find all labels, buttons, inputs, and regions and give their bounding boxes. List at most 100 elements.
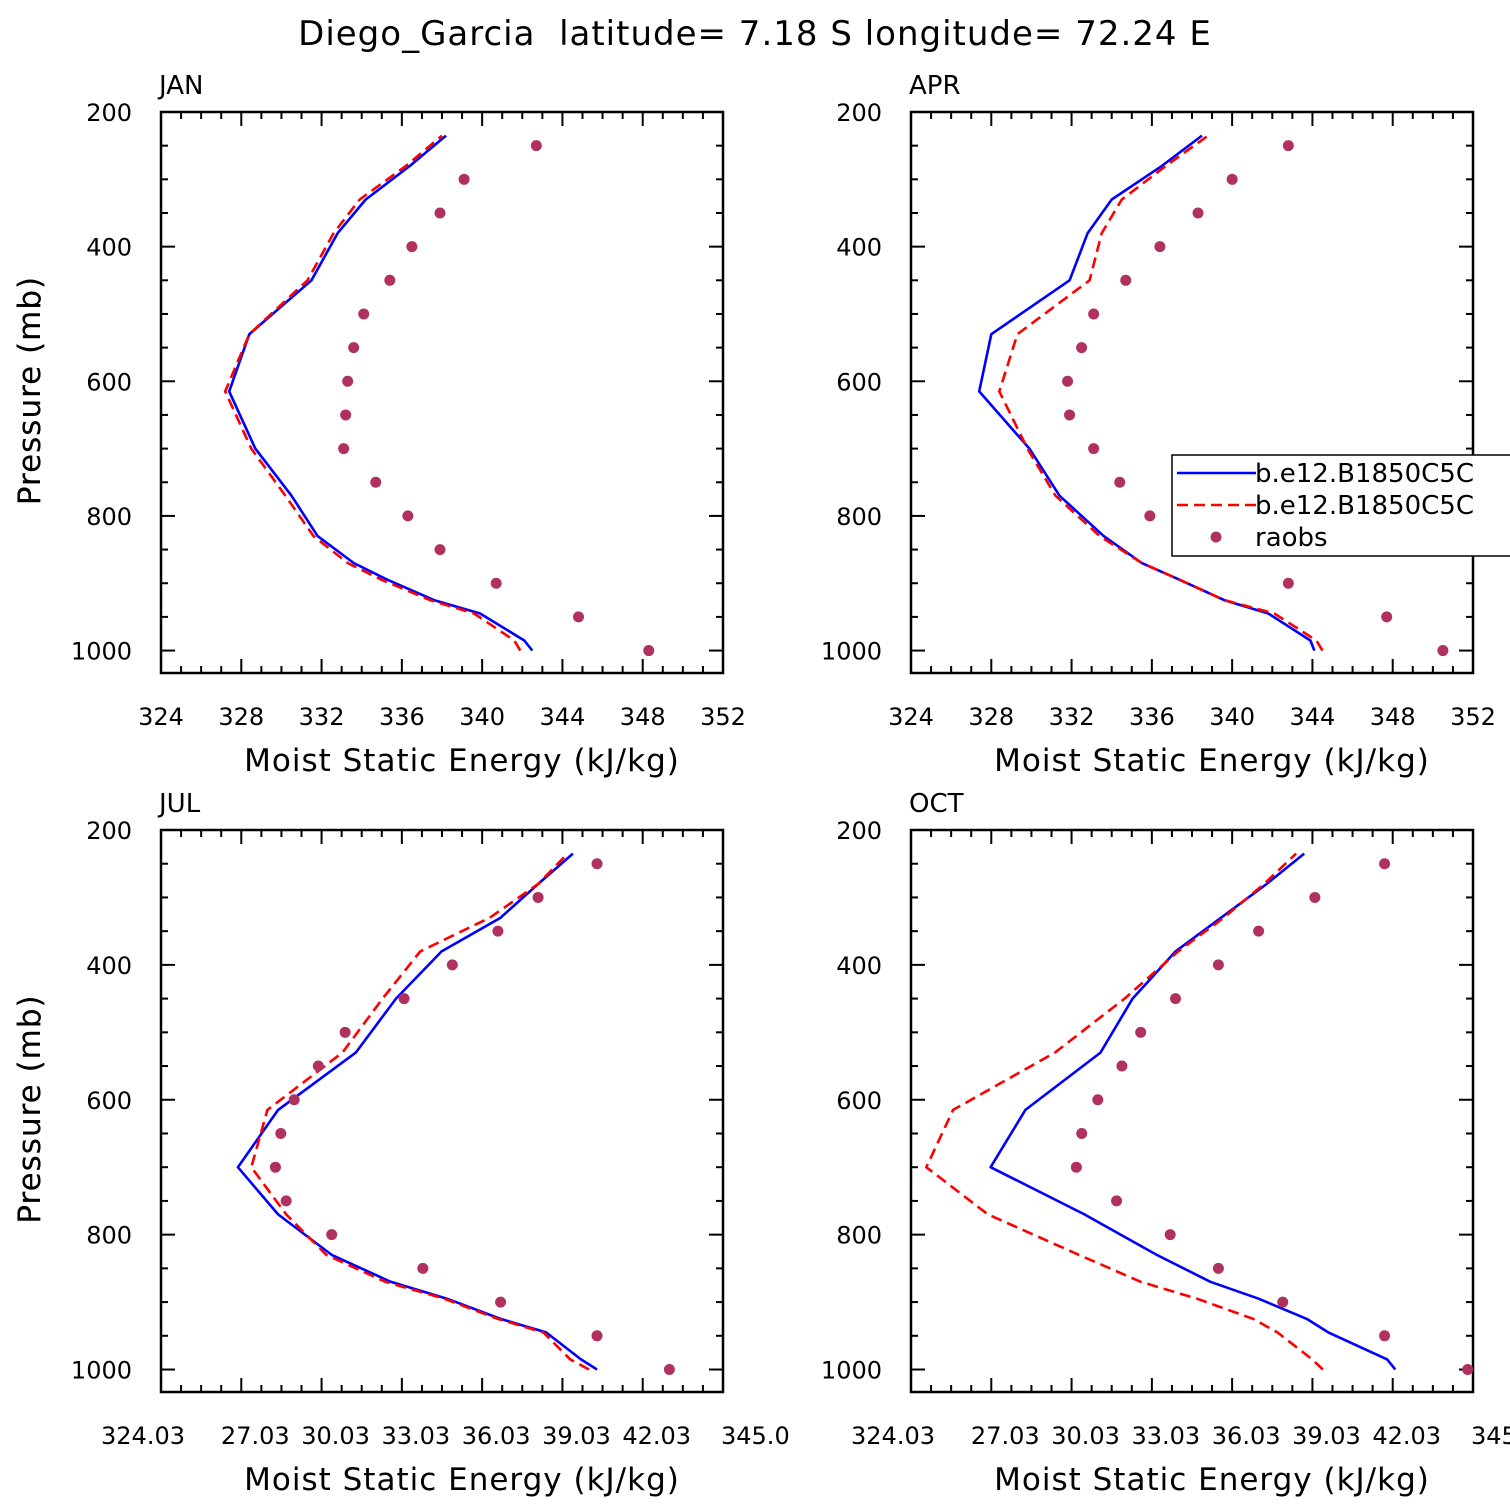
raobs-point	[1379, 858, 1391, 870]
panel-title: APR	[909, 71, 961, 101]
x-tick-label: 27.03	[221, 1422, 290, 1450]
x-tick-label: 42.03	[622, 1422, 691, 1450]
raobs-point	[339, 1026, 351, 1038]
x-tick-label: 42.03	[1372, 1422, 1441, 1450]
y-tick-label: 400	[836, 952, 882, 980]
y-tick-label: 800	[86, 1222, 132, 1250]
raobs-point	[1144, 510, 1156, 522]
raobs-point	[492, 925, 504, 937]
x-tick-label: 340	[459, 703, 505, 731]
raobs-point	[1277, 1296, 1289, 1308]
raobs-point	[434, 544, 446, 556]
y-tick-label: 1000	[71, 638, 132, 666]
raobs-point	[370, 476, 382, 488]
raobs-point	[572, 611, 584, 623]
y-axis-label: Pressure (mb)	[12, 276, 48, 505]
raobs-point	[1116, 1060, 1128, 1072]
y-tick-label: 800	[836, 503, 882, 531]
y-axis-label: Pressure (mb)	[12, 994, 48, 1223]
raobs-point	[1092, 1094, 1104, 1106]
series-group	[223, 134, 655, 657]
x-axis-label: Moist Static Energy (kJ/kg)	[994, 743, 1430, 779]
y-tick-label: 1000	[821, 638, 882, 666]
plot-frame	[909, 828, 1475, 1394]
y-tick-label: 200	[86, 817, 132, 845]
panel-title: OCT	[909, 789, 964, 819]
y-tick-label: 200	[836, 817, 882, 845]
raobs-point	[1212, 959, 1224, 971]
y-tick-label: 600	[836, 1087, 882, 1115]
raobs-point	[1226, 173, 1238, 185]
raobs-point	[275, 1127, 287, 1139]
raobs-point	[402, 510, 414, 522]
raobs-point	[326, 1229, 338, 1241]
x-tick-label: 336	[1129, 703, 1175, 731]
x-tick-label: 336	[379, 703, 425, 731]
y-tick-label: 400	[836, 234, 882, 262]
x-tick-label: 39.03	[1292, 1422, 1361, 1450]
x-tick-label: 324	[888, 703, 934, 731]
y-tick-label: 200	[86, 99, 132, 127]
legend-label: raobs	[1255, 523, 1328, 553]
raobs-point	[1114, 476, 1126, 488]
x-tick-label: 33.03	[1131, 1422, 1200, 1450]
y-tick-label: 800	[86, 503, 132, 531]
raobs-point	[1088, 443, 1100, 455]
raobs-point	[348, 342, 360, 354]
y-tick-label: 400	[86, 234, 132, 262]
x-tick-label: 348	[620, 703, 666, 731]
x-tick-label: 324.03	[851, 1422, 935, 1450]
raobs-point	[280, 1195, 292, 1207]
raobs-point	[446, 959, 458, 971]
x-tick-label: 30.03	[301, 1422, 370, 1450]
raobs-point	[384, 274, 396, 286]
legend-label: b.e12.B1850C5C	[1255, 459, 1474, 489]
series-line-dashed	[250, 852, 590, 1371]
raobs-point	[1381, 611, 1393, 623]
panel-title: JUL	[157, 789, 201, 819]
raobs-point	[342, 375, 354, 387]
y-tick-label: 600	[836, 368, 882, 396]
raobs-point	[1070, 1161, 1082, 1173]
raobs-point	[340, 409, 352, 421]
panels: 200 400 600 800 1000 324 328 332 336 340 344 348 352…	[12, 71, 1510, 1498]
panel-apr: 200 400 600 800 1000 324 328 332 336 340 344 348 352…	[12, 71, 1496, 779]
x-tick-label: 27.03	[971, 1422, 1040, 1450]
y-tick-label: 400	[86, 952, 132, 980]
x-tick-label: 36.03	[1212, 1422, 1281, 1450]
raobs-point	[663, 1364, 675, 1376]
raobs-point	[434, 207, 446, 219]
x-tick-label: 348	[1370, 703, 1416, 731]
x-tick-label: 36.03	[462, 1422, 531, 1450]
series-group	[236, 852, 675, 1376]
x-tick-label: 324.03	[101, 1422, 185, 1450]
raobs-point	[1170, 993, 1182, 1005]
raobs-point	[1282, 577, 1294, 589]
raobs-point	[1076, 1127, 1088, 1139]
panel-oct: 200 400 600 800 1000 324.03 27.03 30.03 33.03 36.…	[12, 789, 1510, 1498]
raobs-point	[1379, 1330, 1391, 1342]
raobs-point	[288, 1094, 300, 1106]
x-axis-label: Moist Static Energy (kJ/kg)	[994, 1462, 1430, 1498]
raobs-point	[1309, 891, 1321, 903]
series-line-solid	[236, 852, 598, 1371]
raobs-point	[532, 891, 544, 903]
series-line-dashed	[997, 134, 1324, 652]
raobs-point	[591, 858, 603, 870]
x-tick-label: 39.03	[542, 1422, 611, 1450]
raobs-point	[1462, 1364, 1473, 1376]
x-tick-label: 344	[1290, 703, 1336, 731]
raobs-point	[1111, 1195, 1123, 1207]
y-tick-label: 1000	[821, 1357, 882, 1385]
raobs-point	[1164, 1229, 1176, 1241]
x-tick-label: 344	[540, 703, 586, 731]
raobs-point	[495, 1296, 507, 1308]
x-tick-label: 328	[218, 703, 264, 731]
raobs-point	[1437, 645, 1449, 657]
plot-frame	[159, 828, 725, 1394]
series-line-solid	[977, 134, 1316, 652]
y-tick-label: 1000	[71, 1357, 132, 1385]
x-axis-label: Moist Static Energy (kJ/kg)	[244, 743, 680, 779]
y-axis-label: Pressure (mb)	[12, 276, 48, 505]
